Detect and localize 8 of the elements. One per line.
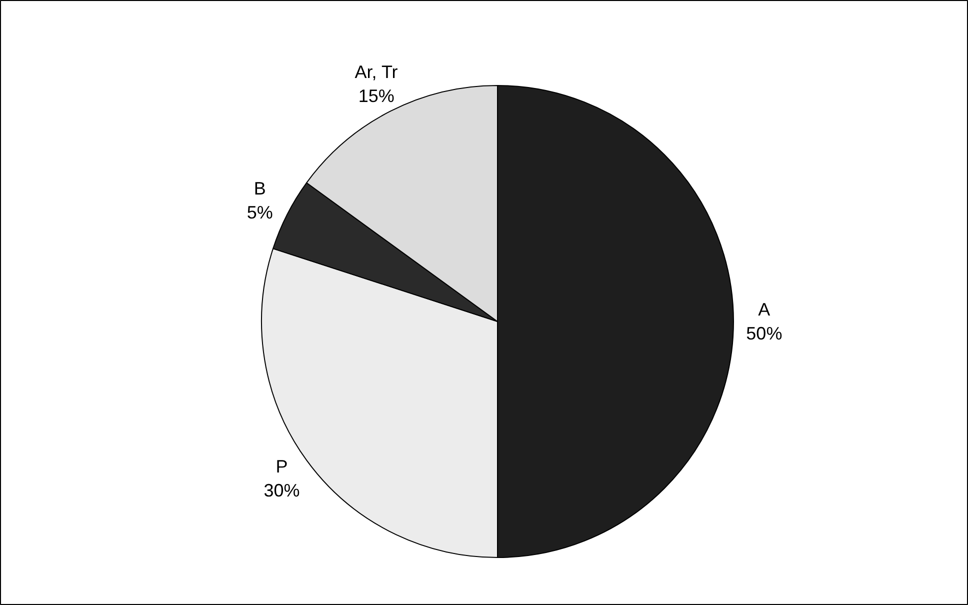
slice-label: A [758, 300, 770, 320]
data-label: 30% [264, 480, 300, 500]
slice-label: B [254, 178, 266, 198]
slice-label: Ar, Tr [354, 62, 398, 82]
data-label: 50% [746, 324, 782, 344]
slice-label: P [276, 456, 288, 476]
data-label: 5% [246, 202, 273, 222]
data-label: 15% [358, 86, 394, 106]
